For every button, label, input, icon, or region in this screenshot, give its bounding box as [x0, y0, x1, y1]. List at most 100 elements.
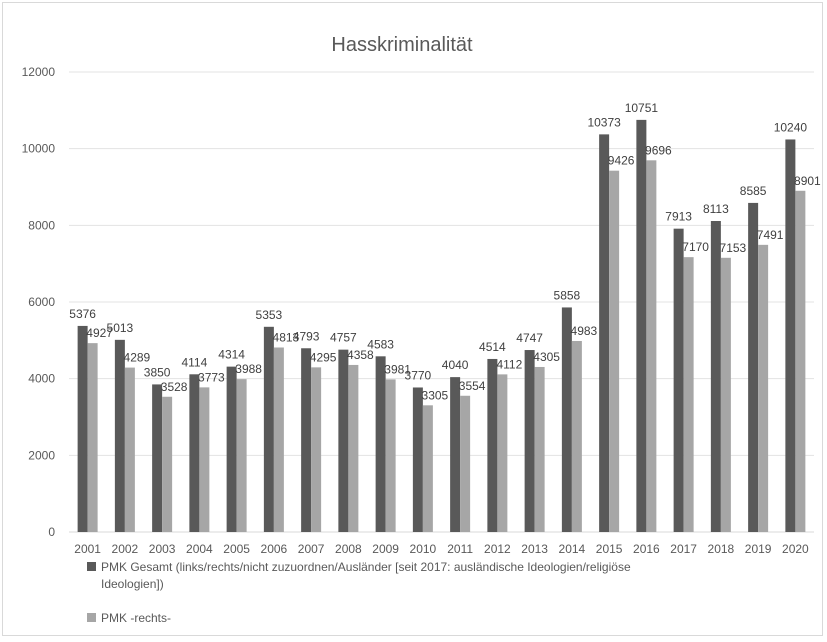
bar-pmk-rechts [348, 364, 359, 532]
y-tick-label: 10000 [22, 142, 56, 156]
x-tick-label: 2010 [410, 542, 437, 556]
data-label: 4289 [124, 351, 151, 365]
legend-swatch [87, 562, 96, 571]
bar-pmk-gesamt [785, 139, 796, 532]
bar-pmk-rechts [609, 170, 620, 533]
y-tick-label: 12000 [22, 65, 56, 79]
bar-pmk-gesamt [375, 356, 386, 532]
bar-pmk-rechts [758, 244, 769, 532]
chart-title: Hasskriminalität [331, 34, 473, 56]
bar-pmk-rechts [534, 366, 545, 532]
data-label: 4583 [367, 337, 394, 351]
data-label: 8585 [740, 184, 767, 198]
bar-pmk-rechts [497, 374, 508, 532]
bar-pmk-gesamt [450, 377, 461, 532]
y-tick-label: 0 [48, 525, 55, 539]
data-label: 7913 [665, 210, 692, 224]
data-label: 8901 [794, 174, 821, 188]
data-label: 5858 [554, 288, 581, 302]
data-label: 9426 [608, 154, 635, 168]
bar-pmk-gesamt [338, 349, 349, 532]
x-tick-label: 2009 [372, 542, 399, 556]
bar-chart: Hasskriminalität 0 2000 4000 6000 8000 10000 1… [22, 34, 821, 625]
bar-pmk-rechts [460, 395, 471, 532]
data-label: 5013 [107, 321, 134, 335]
legend-label: PMK -rechts- [101, 611, 171, 625]
bar-pmk-gesamt [301, 348, 312, 532]
data-label: 4813 [273, 331, 300, 345]
bar-pmk-gesamt [636, 119, 647, 533]
data-label: 4927 [86, 326, 113, 340]
x-tick-label: 2017 [670, 542, 697, 556]
legend-label: Ideologien]) [101, 577, 164, 591]
bar-pmk-rechts [199, 387, 210, 532]
data-label: 3773 [198, 370, 225, 384]
data-label: 4305 [533, 350, 560, 364]
data-label: 4114 [181, 355, 207, 369]
x-tick-label: 2007 [298, 542, 325, 556]
bar-pmk-gesamt [487, 358, 498, 532]
data-label: 10240 [774, 120, 808, 134]
x-tick-label: 2008 [335, 542, 362, 556]
bar-pmk-gesamt [114, 339, 125, 532]
y-tick-label: 2000 [28, 448, 55, 462]
bar-pmk-rechts [236, 379, 247, 532]
data-label: 4983 [571, 324, 598, 338]
bar-pmk-rechts [162, 396, 173, 532]
data-label: 4358 [347, 348, 374, 362]
x-tick-label: 2016 [633, 542, 660, 556]
bar-pmk-gesamt [77, 325, 88, 532]
legend-swatch [87, 613, 96, 622]
data-label: 4747 [516, 331, 543, 345]
data-label: 3554 [459, 379, 486, 393]
data-label: 10373 [587, 115, 621, 129]
bar-pmk-gesamt [561, 307, 572, 532]
x-tick-label: 2002 [112, 542, 139, 556]
x-tick-label: 2018 [708, 542, 735, 556]
y-tick-label: 6000 [28, 295, 55, 309]
bar-pmk-rechts [571, 340, 582, 532]
data-label: 3981 [384, 362, 411, 376]
data-label: 4793 [293, 329, 320, 343]
data-label: 5353 [256, 308, 283, 322]
bar-pmk-gesamt [226, 366, 237, 532]
data-label: 5376 [69, 307, 96, 321]
bar-pmk-gesamt [748, 202, 759, 533]
data-label: 7170 [682, 240, 709, 254]
data-label: 3988 [235, 362, 262, 376]
x-tick-label: 2011 [447, 542, 473, 556]
bar-pmk-gesamt [673, 228, 684, 532]
legend-label: PMK Gesamt (links/rechts/nicht zuzuordne… [101, 560, 631, 574]
bar-pmk-gesamt [524, 350, 535, 532]
bar-pmk-gesamt [599, 134, 610, 532]
data-label: 10751 [625, 101, 659, 115]
bar-pmk-rechts [720, 257, 731, 532]
data-label: 4757 [330, 331, 357, 345]
bar-pmk-rechts [683, 257, 694, 532]
x-tick-label: 2019 [745, 542, 772, 556]
data-label: 3850 [144, 365, 171, 379]
bar-pmk-gesamt [152, 384, 163, 532]
y-tick-label: 4000 [28, 372, 55, 386]
x-tick-label: 2020 [782, 542, 809, 556]
bar-pmk-gesamt [412, 387, 423, 532]
x-tick-label: 2012 [484, 542, 511, 556]
data-label: 4514 [479, 340, 506, 354]
bar-pmk-rechts [795, 190, 806, 533]
x-tick-label: 2005 [223, 542, 250, 556]
bar-pmk-rechts [273, 347, 284, 532]
data-label: 8113 [703, 202, 729, 216]
bar-pmk-rechts [124, 367, 135, 532]
data-label: 4112 [496, 357, 522, 371]
bar-pmk-rechts [311, 367, 322, 532]
data-label: 3528 [161, 380, 188, 394]
data-label: 3770 [405, 368, 432, 382]
x-tick-label: 2014 [559, 542, 586, 556]
bar-pmk-rechts [385, 379, 396, 532]
data-label: 4314 [218, 348, 245, 362]
bar-pmk-rechts [87, 343, 98, 532]
bar-pmk-gesamt [710, 221, 721, 533]
data-label: 4295 [310, 350, 337, 364]
data-label: 9696 [645, 143, 672, 157]
